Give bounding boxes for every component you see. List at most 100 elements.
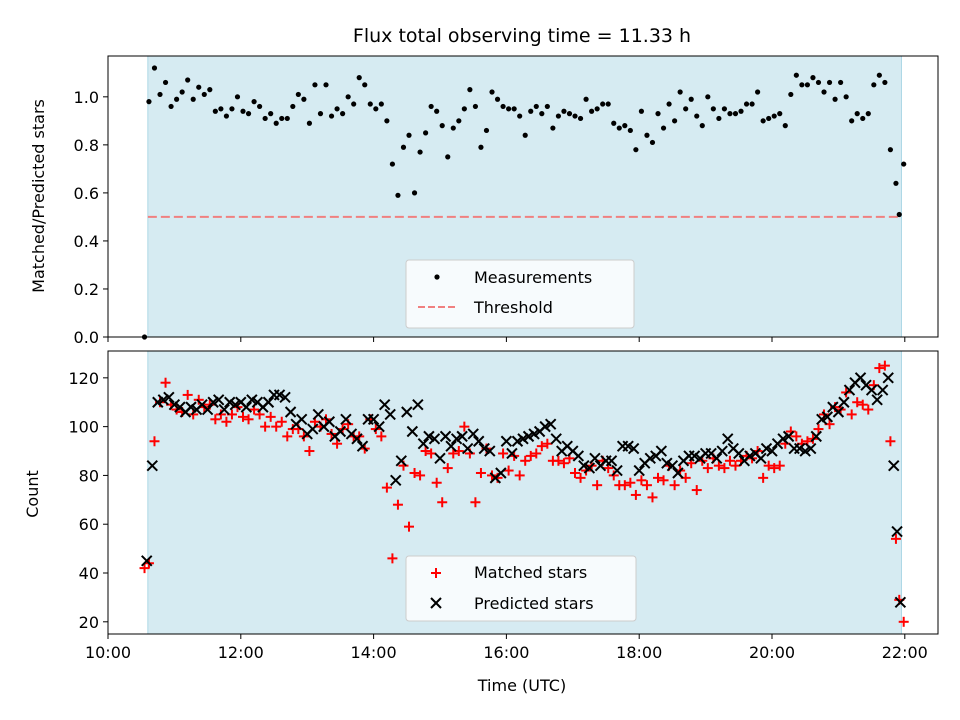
predicted-star-point xyxy=(356,440,369,452)
measurement-point xyxy=(439,123,445,129)
measurement-point xyxy=(683,106,689,112)
matched-star-point xyxy=(713,460,724,471)
measurement-point xyxy=(793,72,799,78)
measurement-point xyxy=(893,180,899,186)
matched-star-point xyxy=(525,450,536,461)
measurement-point xyxy=(788,91,794,98)
matched-star-point xyxy=(625,477,636,488)
measurement-point xyxy=(400,144,407,150)
matched-star-point xyxy=(498,448,509,459)
predicted-star-point xyxy=(550,433,562,445)
measurement-point xyxy=(755,89,761,95)
measurement-point xyxy=(655,111,661,117)
measurement-point xyxy=(633,147,639,153)
predicted-star-point xyxy=(716,445,728,457)
count-y-axis-label: Count xyxy=(23,470,42,518)
measurement-point xyxy=(450,125,456,131)
measurement-point xyxy=(384,118,390,124)
measurement-point xyxy=(489,89,495,95)
measurement-point xyxy=(245,111,252,117)
predicted-star-point xyxy=(412,398,424,411)
predicted-star-point xyxy=(473,435,485,447)
measurement-point xyxy=(815,79,822,86)
measurement-point xyxy=(362,82,368,88)
predicted-star-point xyxy=(439,430,452,443)
measurement-point xyxy=(843,94,849,100)
measurement-point xyxy=(561,108,567,114)
measurement-point xyxy=(727,111,733,117)
matched-star-point xyxy=(558,458,569,469)
predicted-star-point xyxy=(710,452,723,465)
predicted-star-point xyxy=(589,452,601,465)
measurement-point xyxy=(234,94,241,100)
measurement-point xyxy=(218,106,224,112)
measurement-point xyxy=(494,96,501,102)
matched-star-point xyxy=(542,438,553,449)
measurement-point xyxy=(810,75,816,81)
measurement-point xyxy=(367,101,373,107)
measurement-point xyxy=(699,123,705,129)
matched-star-point xyxy=(426,448,437,459)
count-panel: 20 40 60 80 100 120 10:00 12:00 14:00 16:00 18:00 2… xyxy=(23,350,939,695)
predicted-star-point xyxy=(201,403,214,416)
predicted-star-point xyxy=(390,474,402,487)
predicted-star-point xyxy=(141,555,153,567)
measurement-point xyxy=(649,139,656,146)
matched-star-point xyxy=(531,448,542,459)
measurement-point xyxy=(804,82,811,88)
matched-legend-marker xyxy=(431,568,441,578)
measurement-point xyxy=(605,101,611,107)
measurement-point xyxy=(312,82,318,88)
measurement-point xyxy=(212,108,218,114)
predicted-star-point xyxy=(467,428,479,440)
matched-star-point xyxy=(636,475,647,486)
predicted-star-point xyxy=(445,440,457,452)
measurement-point xyxy=(594,106,600,112)
measurement-point xyxy=(456,118,462,124)
measurement-point xyxy=(611,120,617,126)
predicted-star-point xyxy=(434,452,446,465)
measurement-point xyxy=(284,115,290,122)
measurement-point xyxy=(174,96,180,102)
measurement-point xyxy=(345,94,351,100)
predicted-star-point xyxy=(500,435,513,447)
measurement-point xyxy=(478,144,484,150)
measurements-legend-label: Measurements xyxy=(474,268,592,287)
matched-star-point xyxy=(193,394,204,405)
matched-star-point xyxy=(442,463,453,474)
predicted-star-point xyxy=(307,423,319,435)
measurement-point xyxy=(511,106,517,112)
predicted-star-point xyxy=(627,442,640,455)
predicted-star-point xyxy=(378,398,391,411)
matched-star-point xyxy=(188,409,199,420)
predicted-star-point xyxy=(323,416,336,428)
matched-star-point xyxy=(221,416,232,427)
predicted-star-point xyxy=(312,408,324,421)
matched-star-point xyxy=(719,463,730,474)
measurement-point xyxy=(716,115,722,122)
measurement-point xyxy=(854,111,860,117)
x-tick-label: 20:00 xyxy=(749,643,795,662)
ratio-plot-frame xyxy=(107,55,939,338)
ratio-legend: Measurements Threshold xyxy=(405,259,635,329)
predicted-legend-marker xyxy=(430,597,442,609)
matched-star-point xyxy=(182,389,193,400)
matched-star-point xyxy=(669,480,680,491)
predicted-star-point xyxy=(722,433,734,445)
measurement-point xyxy=(627,127,633,134)
matched-star-point xyxy=(282,431,293,442)
measurement-point xyxy=(660,125,667,131)
y-tick-label: 80 xyxy=(79,466,99,485)
measurement-point xyxy=(882,79,888,86)
matched-star-point xyxy=(459,421,470,432)
measurement-point xyxy=(251,99,257,105)
matched-star-point xyxy=(879,360,890,371)
measurement-point xyxy=(162,79,169,86)
matched-star-point xyxy=(415,470,426,481)
ratio-legend-box xyxy=(405,259,635,329)
y-tick-label: 60 xyxy=(79,515,99,534)
measurement-point xyxy=(522,132,528,138)
matched-star-point xyxy=(149,436,160,447)
matched-star-point xyxy=(514,470,525,481)
